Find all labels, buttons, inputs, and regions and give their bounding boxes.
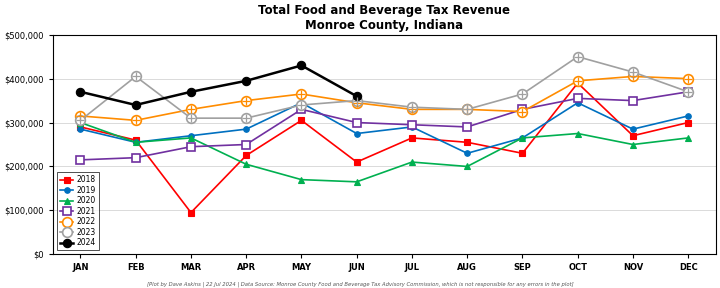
- 2022: [131, 119, 140, 122]
- 2024: [76, 90, 85, 94]
- 2022: [186, 108, 195, 111]
- 2022: [573, 79, 582, 83]
- 2023: [573, 55, 582, 58]
- 2023: [408, 105, 416, 109]
- 2021: [297, 108, 306, 111]
- 2021: [76, 158, 85, 162]
- 2022: [629, 75, 637, 78]
- 2021: [629, 99, 637, 102]
- 2023: [518, 92, 527, 96]
- 2018: [684, 121, 693, 124]
- 2023: [297, 103, 306, 107]
- 2020: [297, 178, 306, 181]
- 2024: [297, 64, 306, 67]
- 2020: [408, 160, 416, 164]
- 2020: [186, 136, 195, 140]
- 2023: [186, 116, 195, 120]
- 2023: [684, 90, 693, 94]
- 2019: [518, 136, 527, 140]
- 2019: [76, 127, 85, 131]
- 2024: [352, 94, 361, 98]
- 2020: [131, 141, 140, 144]
- 2023: [242, 116, 251, 120]
- 2023: [352, 99, 361, 102]
- Legend: 2018, 2019, 2020, 2021, 2022, 2023, 2024: 2018, 2019, 2020, 2021, 2022, 2023, 2024: [57, 172, 99, 251]
- 2019: [131, 141, 140, 144]
- 2024: [131, 103, 140, 107]
- 2019: [463, 151, 472, 155]
- Line: 2024: 2024: [76, 61, 361, 109]
- 2020: [463, 165, 472, 168]
- 2019: [242, 127, 251, 131]
- 2019: [573, 101, 582, 105]
- 2021: [463, 125, 472, 129]
- 2019: [186, 134, 195, 137]
- Line: 2019: 2019: [78, 100, 691, 156]
- 2022: [518, 110, 527, 113]
- 2020: [352, 180, 361, 183]
- 2023: [629, 70, 637, 74]
- 2019: [352, 132, 361, 135]
- 2021: [684, 90, 693, 94]
- 2020: [242, 162, 251, 166]
- Line: 2023: 2023: [76, 52, 693, 125]
- 2020: [629, 143, 637, 146]
- 2023: [76, 119, 85, 122]
- 2020: [76, 121, 85, 124]
- 2022: [352, 101, 361, 105]
- 2019: [297, 101, 306, 105]
- 2020: [573, 132, 582, 135]
- 2022: [297, 92, 306, 96]
- 2022: [408, 108, 416, 111]
- 2018: [573, 81, 582, 85]
- 2024: [242, 79, 251, 83]
- 2018: [297, 119, 306, 122]
- Line: 2022: 2022: [76, 72, 693, 125]
- 2022: [684, 77, 693, 80]
- 2021: [408, 123, 416, 126]
- 2018: [408, 136, 416, 140]
- 2018: [463, 141, 472, 144]
- 2021: [352, 121, 361, 124]
- 2019: [408, 125, 416, 129]
- 2018: [186, 211, 195, 214]
- 2023: [131, 75, 140, 78]
- 2018: [76, 125, 85, 129]
- 2022: [76, 114, 85, 118]
- 2020: [684, 136, 693, 140]
- 2024: [186, 90, 195, 94]
- 2019: [629, 127, 637, 131]
- Line: 2020: 2020: [77, 119, 692, 185]
- 2020: [518, 136, 527, 140]
- 2023: [463, 108, 472, 111]
- 2022: [463, 108, 472, 111]
- 2018: [518, 151, 527, 155]
- 2022: [242, 99, 251, 102]
- Line: 2018: 2018: [78, 80, 691, 215]
- 2021: [186, 145, 195, 148]
- Title: Total Food and Beverage Tax Revenue
Monroe County, Indiana: Total Food and Beverage Tax Revenue Monr…: [258, 4, 510, 32]
- Text: [Plot by Dave Askins | 22 Jul 2024 | Data Source: Monroe County Food and Beverag: [Plot by Dave Askins | 22 Jul 2024 | Dat…: [147, 281, 573, 287]
- 2018: [131, 139, 140, 142]
- 2021: [518, 108, 527, 111]
- 2021: [242, 143, 251, 146]
- Line: 2021: 2021: [76, 88, 693, 164]
- 2018: [242, 154, 251, 157]
- 2018: [629, 134, 637, 137]
- 2018: [352, 160, 361, 164]
- 2021: [573, 97, 582, 100]
- 2021: [131, 156, 140, 159]
- 2019: [684, 114, 693, 118]
